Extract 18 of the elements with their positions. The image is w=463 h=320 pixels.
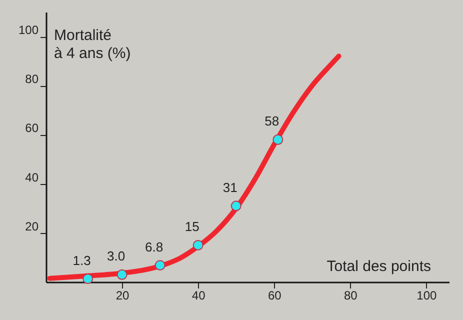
- data-label: 15: [184, 219, 200, 234]
- x-axis-title: Total des points: [326, 258, 431, 275]
- y-tick-label: 100: [18, 23, 39, 38]
- x-tick-label: 40: [192, 288, 206, 302]
- y-axis-title: Mortalité à 4 ans (%): [54, 27, 131, 62]
- y-tick-label: 40: [25, 170, 39, 184]
- y-tick-label: 60: [25, 121, 39, 136]
- x-tick-label: 20: [116, 288, 130, 302]
- x-tick-label: 100: [416, 288, 438, 302]
- x-tick-label: 80: [344, 288, 358, 302]
- data-label: 31: [222, 180, 238, 195]
- data-label: 1.3: [72, 252, 91, 268]
- data-label: 3.0: [107, 248, 126, 264]
- y-tick-label: 80: [25, 72, 39, 86]
- data-label: 6.8: [145, 239, 164, 254]
- data-label: 58: [264, 114, 280, 129]
- y-tick-label: 20: [25, 219, 39, 234]
- x-tick-label: 60: [268, 288, 282, 302]
